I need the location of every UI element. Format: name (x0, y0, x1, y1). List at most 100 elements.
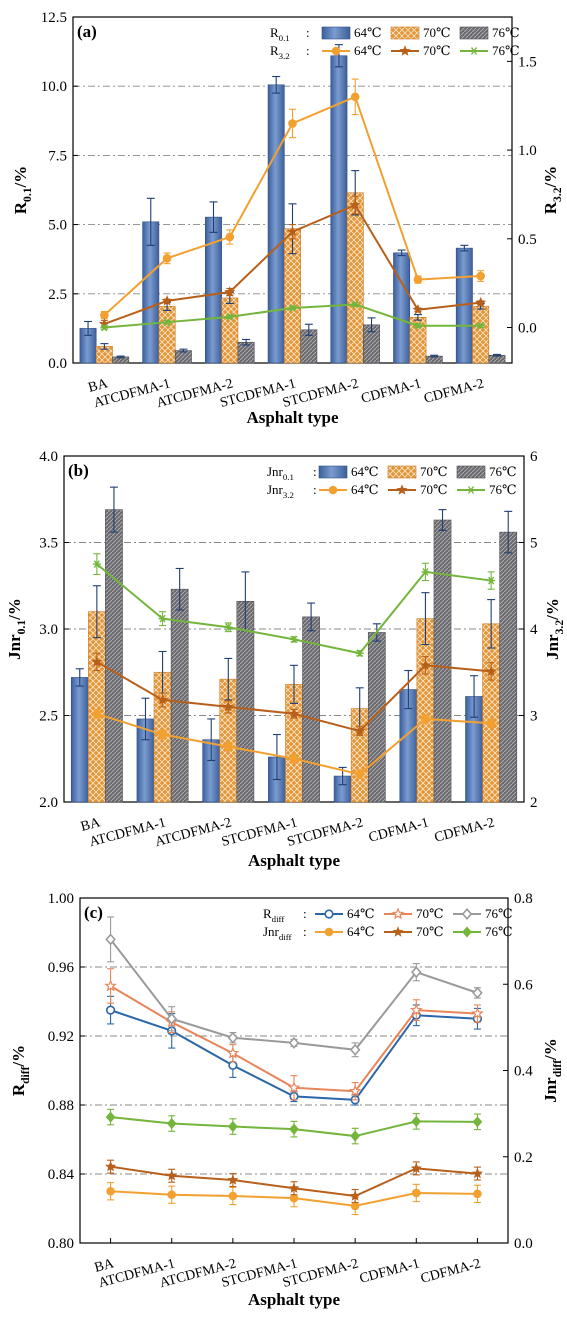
panel-0-bar-error (413, 314, 422, 321)
panel-2-rdiff-point (228, 1060, 238, 1070)
panel-0-bar-error (84, 320, 93, 336)
panel-2-jnrdiff-point (473, 1189, 482, 1199)
panel-0-r32-point-stroke (289, 304, 296, 312)
panel-0-legend-marker-stroke (470, 47, 478, 55)
panel-1-bar-error (75, 668, 84, 687)
panel-2-legend-label: 76℃ (485, 924, 513, 939)
panel-2-rdiff-point (166, 1012, 177, 1025)
panel-2-rdiff-point (349, 1043, 361, 1056)
panel-1-legend-group-label-sub: 3.2 (283, 490, 294, 500)
panel-0-legend-group-label-sub: 0.1 (279, 33, 290, 43)
panel-1-panel-letter: (b) (68, 461, 89, 480)
panel-1-jnr32-point (92, 560, 101, 569)
panel-0-legend-marker (470, 47, 478, 55)
panel-0-r32-point (413, 275, 423, 284)
panel-0-bar-error (460, 244, 469, 252)
panel-1-legend-marker (328, 485, 338, 495)
panel-2-jnrdiff-point (471, 1167, 483, 1179)
panel-0-r32-point (475, 296, 487, 308)
panel-2-ytick-label: 1.00 (48, 891, 74, 907)
panel-2-panel-letter: (c) (84, 903, 103, 922)
panel-0-legend-label: 76℃ (492, 43, 520, 58)
panel-0-bar-error (367, 317, 376, 333)
panel-0-legend-label: 64℃ (354, 43, 382, 58)
panel-0-y2-axis-title-sub: 3.2 (551, 187, 564, 202)
panel-0-legend-group-label-main: R (270, 25, 279, 40)
panel-2-rdiff-point (409, 1003, 423, 1016)
panel-2-rdiff-point (105, 933, 116, 946)
panel-2-y2-axis-title-unit: /% (541, 1038, 560, 1061)
panel-0-y-axis-title-sub: 0.1 (21, 187, 34, 202)
panel-2-jnrdiff-point (350, 1201, 360, 1211)
panel-2-legend-label: 64℃ (347, 906, 375, 921)
panel-2-legend-marker (324, 927, 334, 937)
panel-1-y2tick-label: 3 (530, 709, 538, 725)
panel-0-ytick-label: 10.0 (41, 79, 67, 95)
panel-2-legend-group-label-main: R (263, 906, 272, 921)
panel-1-y2-axis-title-sub: 3.2 (553, 620, 566, 635)
panel-0-r32-point-stroke (164, 318, 171, 327)
panel-2-rdiff-point (472, 986, 483, 999)
panel-0-legend-label: 70℃ (423, 25, 451, 40)
panel-2-legend-marker (324, 909, 334, 919)
panel-1-jnr32-point (92, 709, 102, 719)
panel-2-rdiff-point (105, 1005, 116, 1015)
panel-0-y2-axis-title-unit: /% (541, 166, 560, 189)
panel-2-y2-axis-title-sub: diff (551, 1060, 564, 1077)
panel-0-legend-swatch (459, 26, 489, 40)
panel-1-bar-70c (416, 618, 435, 803)
panel-1-jnr32-point (224, 623, 233, 632)
panel-0-y2tick-label: 1.0 (518, 143, 537, 159)
panel-0-r32-point (413, 321, 422, 330)
panel-1-bar-64c (70, 677, 89, 803)
panel-0-r32-point-stroke (414, 321, 421, 330)
panel-2-xtick-label: CDFMA-1 (358, 1256, 421, 1286)
panel-1-jnr32-point (290, 635, 298, 644)
panel-0-r32-point (100, 323, 109, 332)
panel-0-r32-point-stroke (226, 312, 233, 321)
panel-2-xtick-label: CDFMA-2 (419, 1256, 482, 1286)
panel-1-jnr32-point (486, 718, 496, 728)
panel-1-jnr32-point (485, 665, 497, 677)
panel-0-bar-error (100, 343, 109, 350)
panel-1-ytick-label: 4.0 (39, 449, 58, 465)
panel-2-jnrdiff-point (411, 1115, 422, 1127)
panel-0-xtick-label: BA (87, 376, 111, 396)
panel-1-bar-76c (499, 531, 518, 803)
panel-0-bar-70c (472, 305, 490, 364)
panel-0-bar-70c (346, 192, 364, 364)
panel-0-legend-marker (399, 45, 411, 56)
panel-2-legend-colon: : (303, 924, 307, 939)
panel-0-r32-point-stroke (477, 321, 484, 330)
panel-0-legend-colon: : (306, 43, 310, 58)
panel-0-bar-error (116, 355, 125, 359)
panel-1-legend-group-label: Jnr3.2 (267, 482, 294, 500)
panel-1-bar-error (141, 697, 150, 741)
panel-0-xtick-label: CDFMA-1 (360, 376, 423, 406)
panel-1-jnr32-point (354, 725, 366, 736)
panel-0-y-axis-title-unit: /% (11, 166, 30, 189)
panel-1-bar-error (272, 733, 281, 781)
panel-0-legend-label: 70℃ (423, 43, 451, 58)
panel-1-bar-error (421, 592, 430, 646)
panel-1-xtick-label: ATCDFMA-2 (154, 815, 234, 850)
panel-2-y-axis-title: Rdiff/% (9, 1045, 32, 1096)
panel-0-y2tick-label: 1.5 (518, 54, 537, 70)
panel-0-y2-axis-title-main: R (541, 201, 560, 214)
panel-2-jnrdiff-point (411, 1188, 421, 1198)
panel-1-legend-label: 64℃ (351, 482, 379, 497)
panel-1-y2-axis-title-main: Jnr (543, 634, 562, 660)
panel-1-legend-colon: : (313, 482, 317, 497)
panel-0-y2-axis-title: R3.2/% (541, 166, 564, 214)
panel-2-rdiff-line-76c (109, 938, 478, 1051)
panel-2-x-axis-title: Asphalt type (248, 1290, 341, 1309)
panel-2-legend-group-label: Jnrdiff (263, 924, 292, 942)
panel-2-y-axis-title-main: R (9, 1083, 28, 1096)
panel-1-bar-70c (482, 623, 500, 803)
panel-2-ytick-label: 0.88 (48, 1098, 74, 1114)
panel-2-jnrdiff-point (166, 1117, 177, 1130)
panel-1-bar-76c (367, 632, 386, 803)
panel-1-jnr32-point (355, 770, 365, 779)
panel-0-r32-point (288, 304, 297, 312)
